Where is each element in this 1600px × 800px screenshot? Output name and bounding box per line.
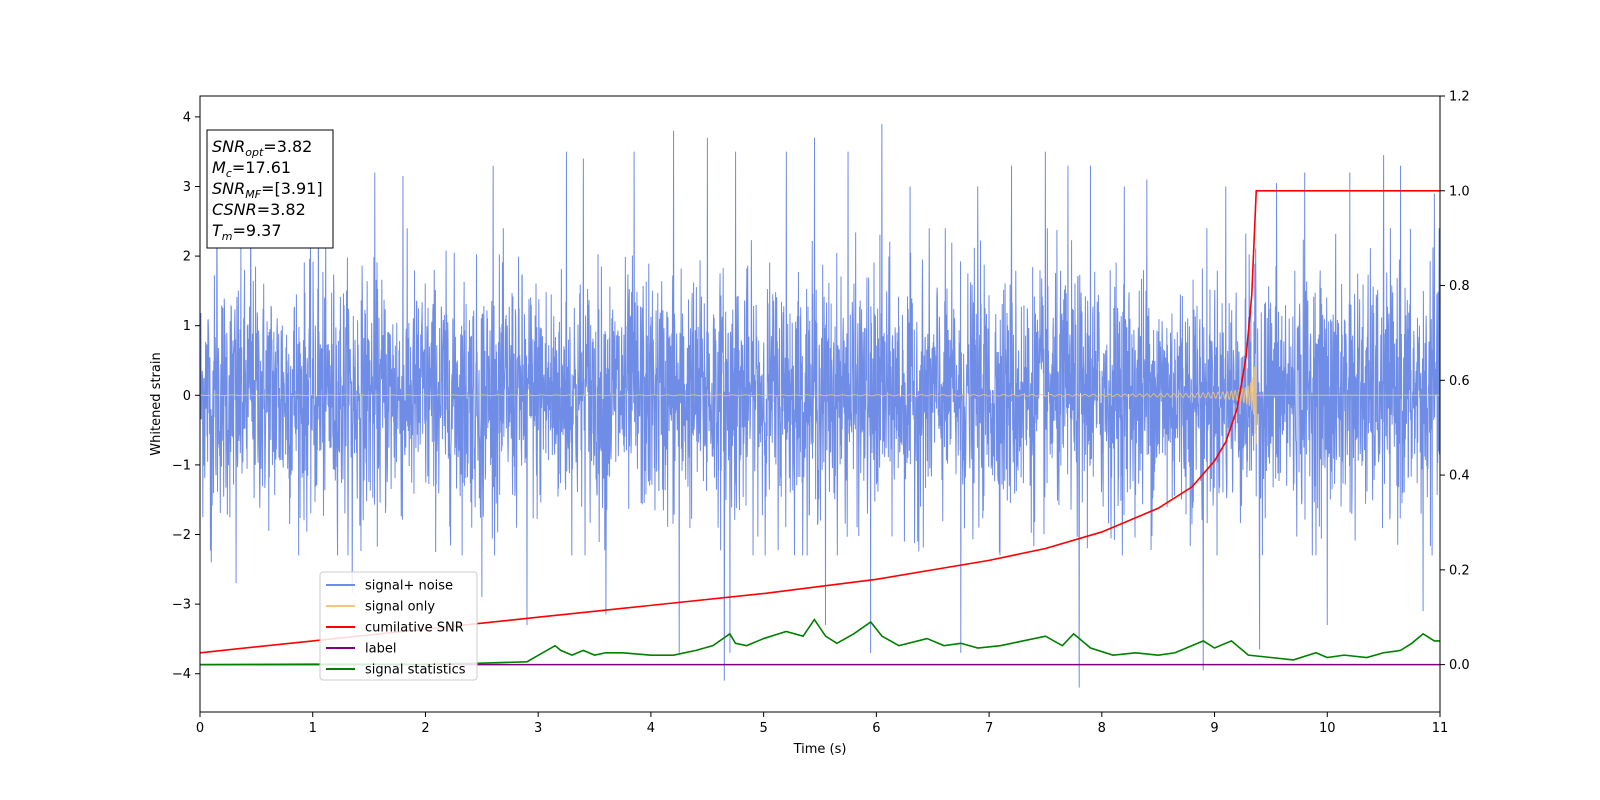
- annotation-frame: [206, 129, 334, 249]
- series-cumilative-snr-line: [200, 189, 1440, 654]
- legend-label: cumilative SNR: [365, 621, 464, 636]
- y-left-tick-label: −3: [172, 598, 191, 613]
- x-tick-label: 10: [1319, 721, 1336, 736]
- x-tick-label: 2: [421, 721, 429, 736]
- annotation-box: SNRopt=3.82Mc=17.61SNRMF=[3.91]CSNR=3.82…: [206, 129, 334, 249]
- x-tick-label: 3: [534, 721, 542, 736]
- x-tick-label: 1: [309, 721, 317, 736]
- x-axis-label: Time (s): [793, 742, 847, 757]
- plot-frame: [199, 95, 1441, 713]
- legend-label: signal statistics: [365, 663, 466, 678]
- y-left-tick-label: −4: [172, 667, 191, 682]
- series-signal-statistics-line: [200, 618, 1440, 666]
- annotation-line: Mc=17.61: [212, 158, 291, 180]
- axes-layer: 0 1 2 3 4 5 6 7 8 9 10 11 −4 −3 −2 −1 0 1 2 3 4 0.0 0.2 0.4 0.6 0…: [172, 90, 1470, 737]
- annotation-line: Tm=9.37: [212, 221, 282, 243]
- y-left-tick-label: −1: [172, 458, 191, 473]
- series-signal-noise-line: [200, 123, 1440, 688]
- legend: signal+ noise signal only cumilative SNR la…: [319, 571, 478, 681]
- y-right-tick-label: 1.0: [1449, 184, 1470, 199]
- x-tick-label: 4: [647, 721, 655, 736]
- legend-frame: [319, 571, 478, 681]
- y-axis-label: Whitened strain: [149, 352, 164, 455]
- legend-label: signal only: [365, 600, 435, 615]
- y-left-tick-label: −2: [172, 528, 191, 543]
- y-left-tick-label: 3: [183, 180, 191, 195]
- x-tick-label: 7: [985, 721, 993, 736]
- x-tick-label: 6: [872, 721, 880, 736]
- y-right-tick-label: 0.4: [1449, 469, 1470, 484]
- legend-label: label: [365, 642, 396, 657]
- y-right-tick-label: 1.2: [1449, 90, 1470, 105]
- y-right-tick-label: 0.0: [1449, 658, 1470, 673]
- annotation-line: SNRMF=[3.91]: [212, 179, 323, 201]
- x-tick-label: 9: [1210, 721, 1218, 736]
- series-signal-only-line: [200, 353, 1440, 444]
- x-tick-label: 0: [196, 721, 204, 736]
- y-right-tick-label: 0.6: [1449, 374, 1470, 389]
- x-tick-label: 11: [1432, 721, 1449, 736]
- y-right-tick-label: 0.8: [1449, 279, 1470, 294]
- y-left-tick-label: 1: [183, 319, 191, 334]
- legend-label: signal+ noise: [365, 579, 453, 594]
- y-left-tick-label: 2: [183, 250, 191, 265]
- annotation-line: CSNR=3.82: [212, 200, 306, 219]
- x-tick-label: 5: [759, 721, 767, 736]
- y-left-tick-label: 4: [183, 110, 191, 125]
- y-right-tick-label: 0.2: [1449, 563, 1470, 578]
- y-left-tick-label: 0: [183, 389, 191, 404]
- x-tick-label: 8: [1098, 721, 1106, 736]
- annotation-line: SNRopt=3.82: [212, 137, 312, 159]
